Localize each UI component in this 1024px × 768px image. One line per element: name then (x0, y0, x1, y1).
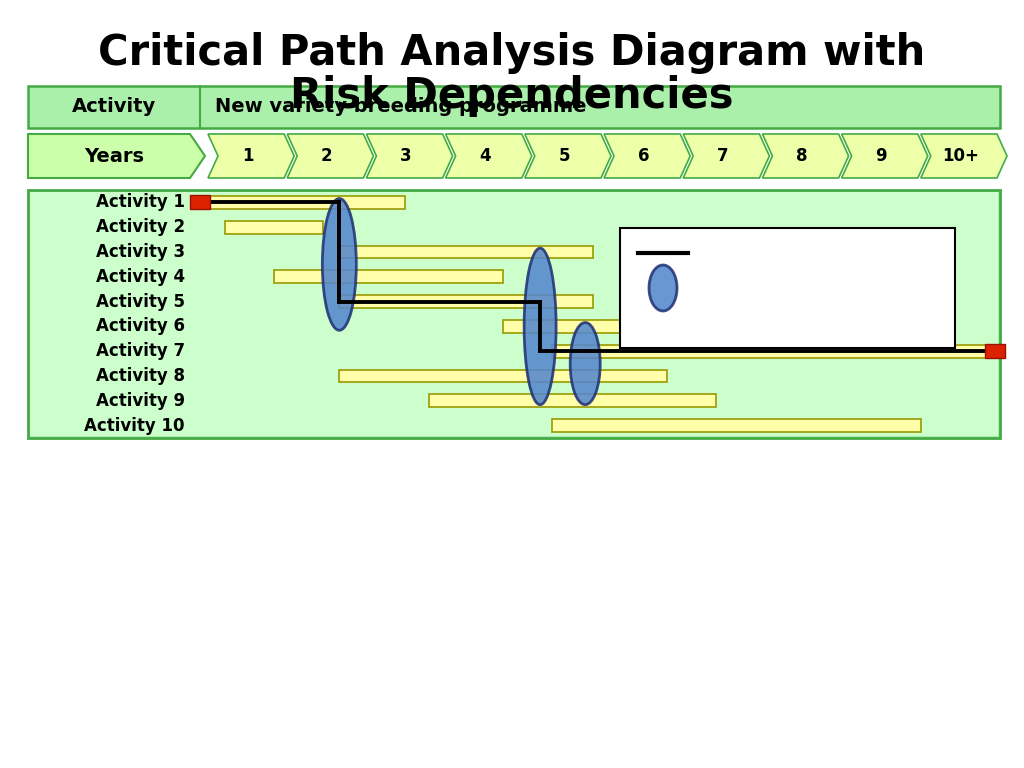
Text: 7: 7 (717, 147, 729, 165)
Text: Critical path: Critical path (700, 244, 824, 262)
Text: Activity 3: Activity 3 (96, 243, 185, 261)
Ellipse shape (524, 248, 556, 405)
Text: 3: 3 (400, 147, 412, 165)
Polygon shape (287, 134, 374, 178)
Polygon shape (445, 134, 531, 178)
Bar (552, 419, 922, 432)
Text: Activity 1: Activity 1 (96, 194, 185, 211)
Bar (224, 220, 323, 233)
Bar (985, 344, 1005, 359)
Polygon shape (604, 134, 690, 178)
Polygon shape (921, 134, 1007, 178)
Bar (339, 369, 668, 382)
Text: Activity 5: Activity 5 (96, 293, 185, 310)
Polygon shape (208, 134, 294, 178)
Text: Activity 6: Activity 6 (96, 317, 185, 336)
Polygon shape (367, 134, 453, 178)
Ellipse shape (649, 265, 677, 311)
Text: 1: 1 (242, 147, 253, 165)
Bar (429, 394, 717, 407)
Text: Critical Path Analysis Diagram with: Critical Path Analysis Diagram with (98, 32, 926, 74)
Polygon shape (683, 134, 769, 178)
Text: 10+: 10+ (942, 147, 979, 165)
Bar (339, 246, 593, 259)
Text: Activity 4: Activity 4 (96, 268, 185, 286)
Ellipse shape (323, 199, 356, 330)
Text: Activity 8: Activity 8 (96, 367, 185, 385)
Text: Dependency: Dependency (700, 279, 825, 297)
Bar (200, 196, 404, 209)
Bar (273, 270, 503, 283)
Text: 8: 8 (797, 147, 808, 165)
Bar (28, 190, 1000, 438)
Text: Years: Years (84, 147, 144, 165)
Text: Activity 10: Activity 10 (85, 416, 185, 435)
Bar (190, 195, 210, 210)
Text: Activity 9: Activity 9 (96, 392, 185, 410)
Text: Activity 7: Activity 7 (96, 343, 185, 360)
Text: 5: 5 (559, 147, 570, 165)
Polygon shape (763, 134, 849, 178)
Text: 9: 9 (876, 147, 887, 165)
Polygon shape (28, 134, 205, 178)
Text: 4: 4 (479, 147, 492, 165)
Bar (339, 295, 593, 308)
Polygon shape (524, 134, 611, 178)
Bar (552, 345, 995, 358)
Ellipse shape (570, 323, 600, 405)
Text: Activity 2: Activity 2 (96, 218, 185, 237)
Bar (28, 86, 1000, 128)
Polygon shape (842, 134, 928, 178)
Text: risk: risk (700, 309, 737, 327)
Text: 6: 6 (638, 147, 649, 165)
Text: New variety breeding programme: New variety breeding programme (215, 98, 587, 117)
Text: 2: 2 (321, 147, 333, 165)
Bar (30, 192, 998, 436)
Bar (503, 320, 791, 333)
Text: Risk Dependencies: Risk Dependencies (290, 75, 734, 117)
Bar (620, 228, 955, 348)
Text: Activity: Activity (72, 98, 156, 117)
